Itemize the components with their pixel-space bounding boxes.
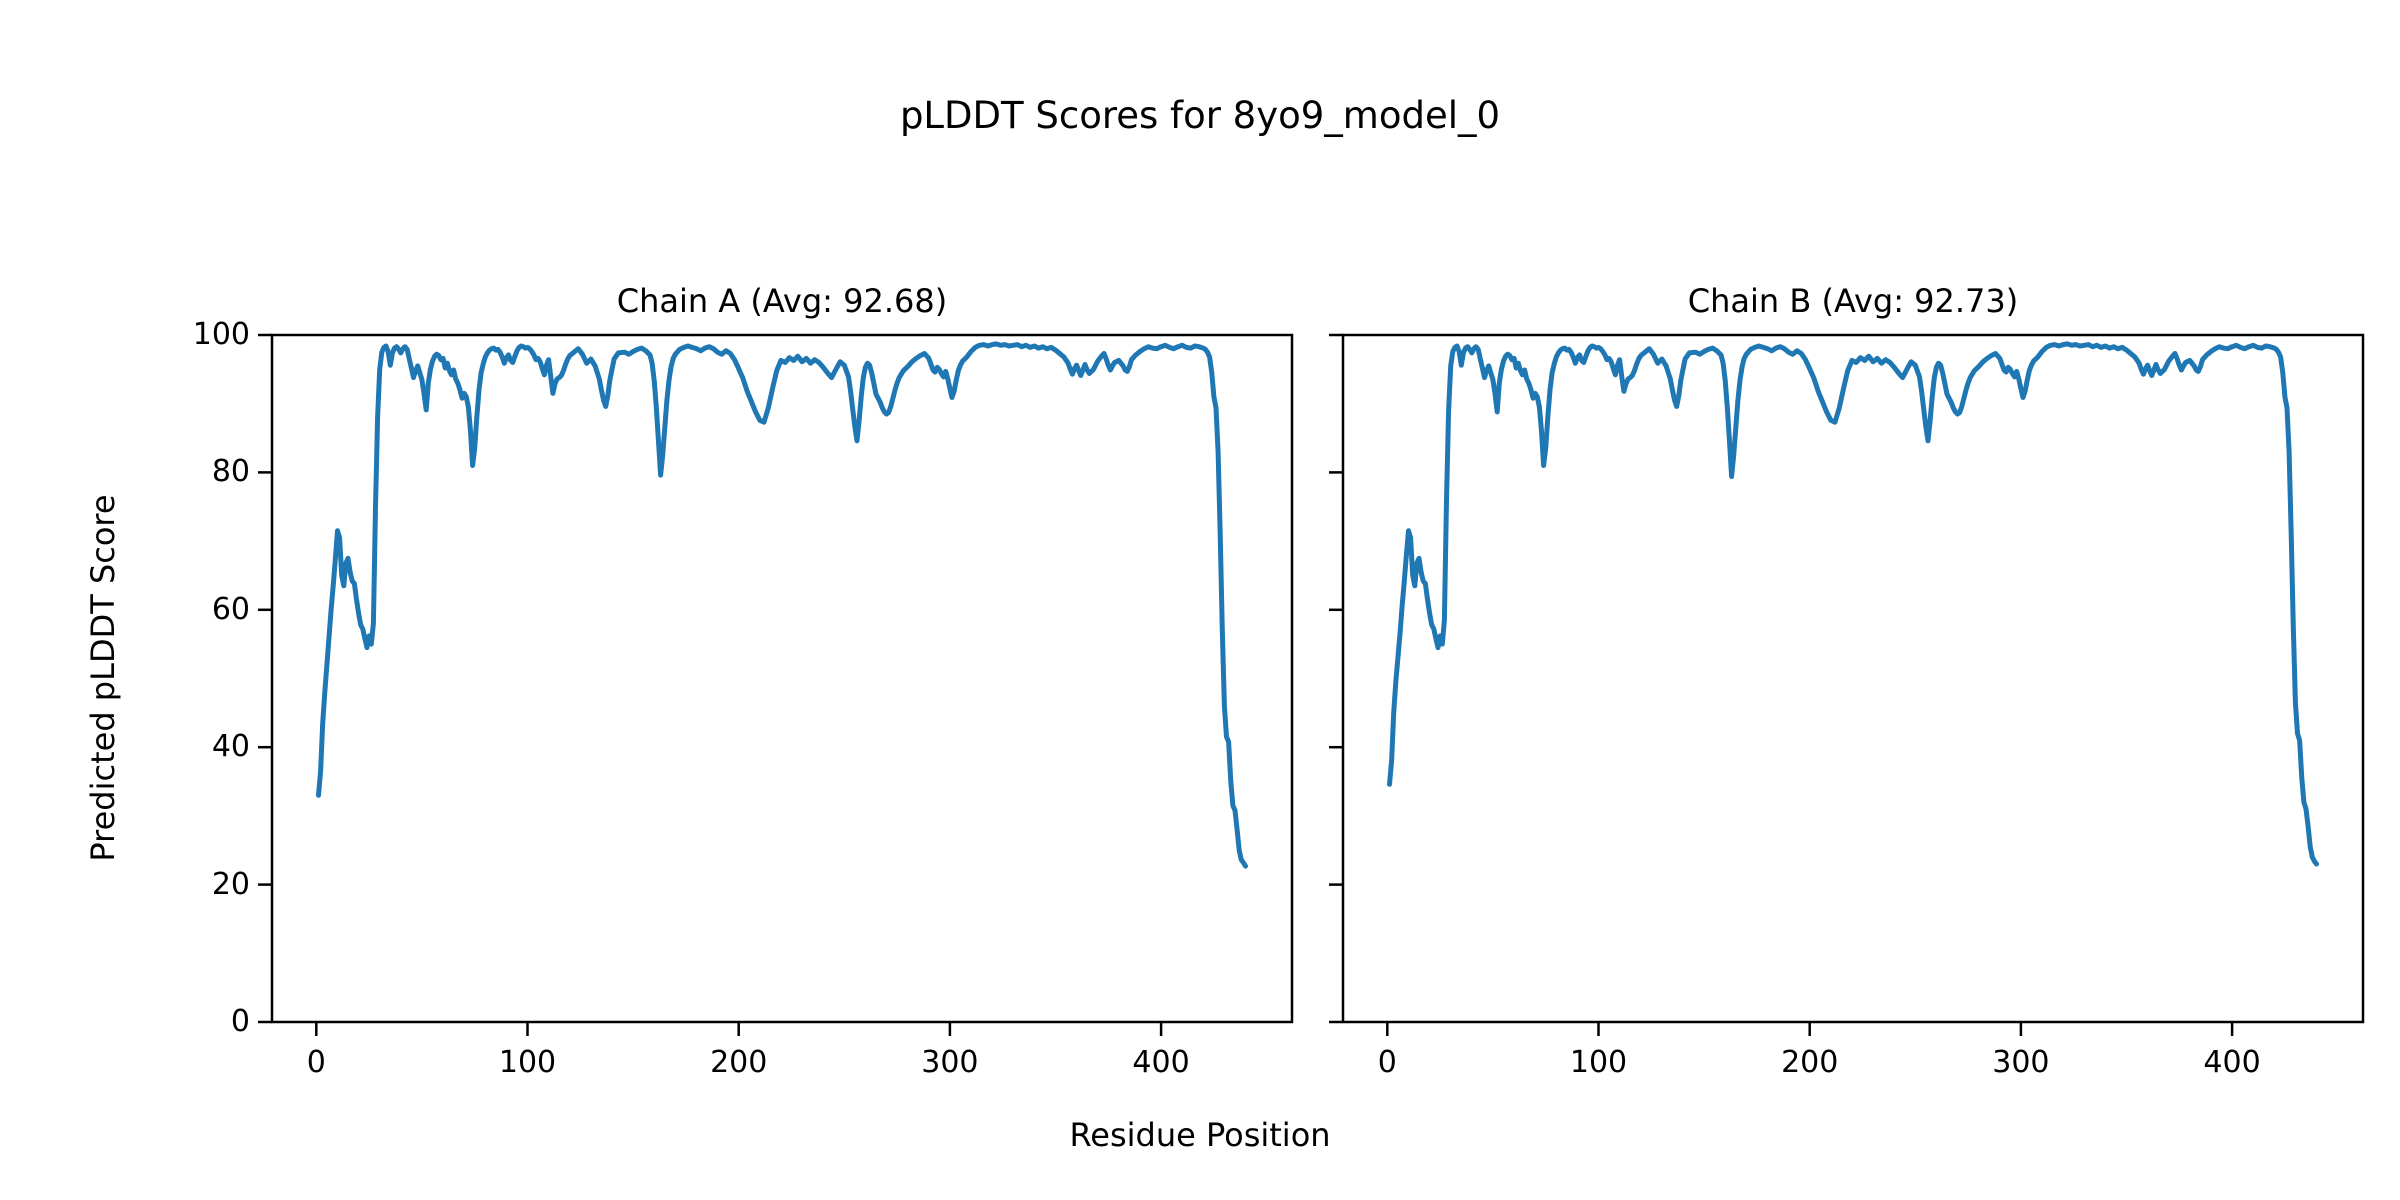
y-tick-label: 80: [211, 454, 250, 490]
y-tick-label: 40: [211, 729, 250, 765]
x-axis-label: Residue Position: [1069, 1116, 1331, 1154]
y-axis-label: Predicted pLDDT Score: [84, 494, 122, 862]
y-tick-label: 0: [230, 1004, 250, 1039]
plot-frame: [1341, 333, 2365, 1024]
subplot-title-chain-a: Chain A (Avg: 92.68): [616, 282, 948, 320]
x-tick-label: 100: [1569, 1045, 1628, 1080]
x-tick-label: 400: [2203, 1045, 2261, 1080]
plddt-line-chain-a: [316, 341, 1248, 869]
y-tick-label: 20: [211, 866, 250, 902]
figure-title: pLDDT Scores for 8yo9_model_0: [899, 94, 1501, 137]
plot-frame: [270, 333, 1294, 1024]
x-tick-label: 200: [710, 1045, 768, 1080]
x-tick-label: 300: [1992, 1045, 2050, 1080]
x-tick-label: 100: [498, 1045, 557, 1080]
plddt-line-chain-b: [1387, 341, 2319, 867]
y-tick-label: 100: [192, 317, 250, 352]
y-tick-label: 60: [211, 591, 250, 627]
x-tick-label: 200: [1781, 1045, 1839, 1080]
chain-a-plot-canvas: [258, 333, 1294, 1036]
chain-b-plot-canvas: [1329, 333, 2365, 1036]
x-tick-label: 300: [921, 1045, 979, 1080]
x-tick-label: 400: [1132, 1045, 1190, 1080]
x-tick-label: 0: [1377, 1045, 1397, 1080]
subplot-title-chain-b: Chain B (Avg: 92.73): [1687, 282, 2019, 320]
x-tick-label: 0: [306, 1045, 326, 1080]
